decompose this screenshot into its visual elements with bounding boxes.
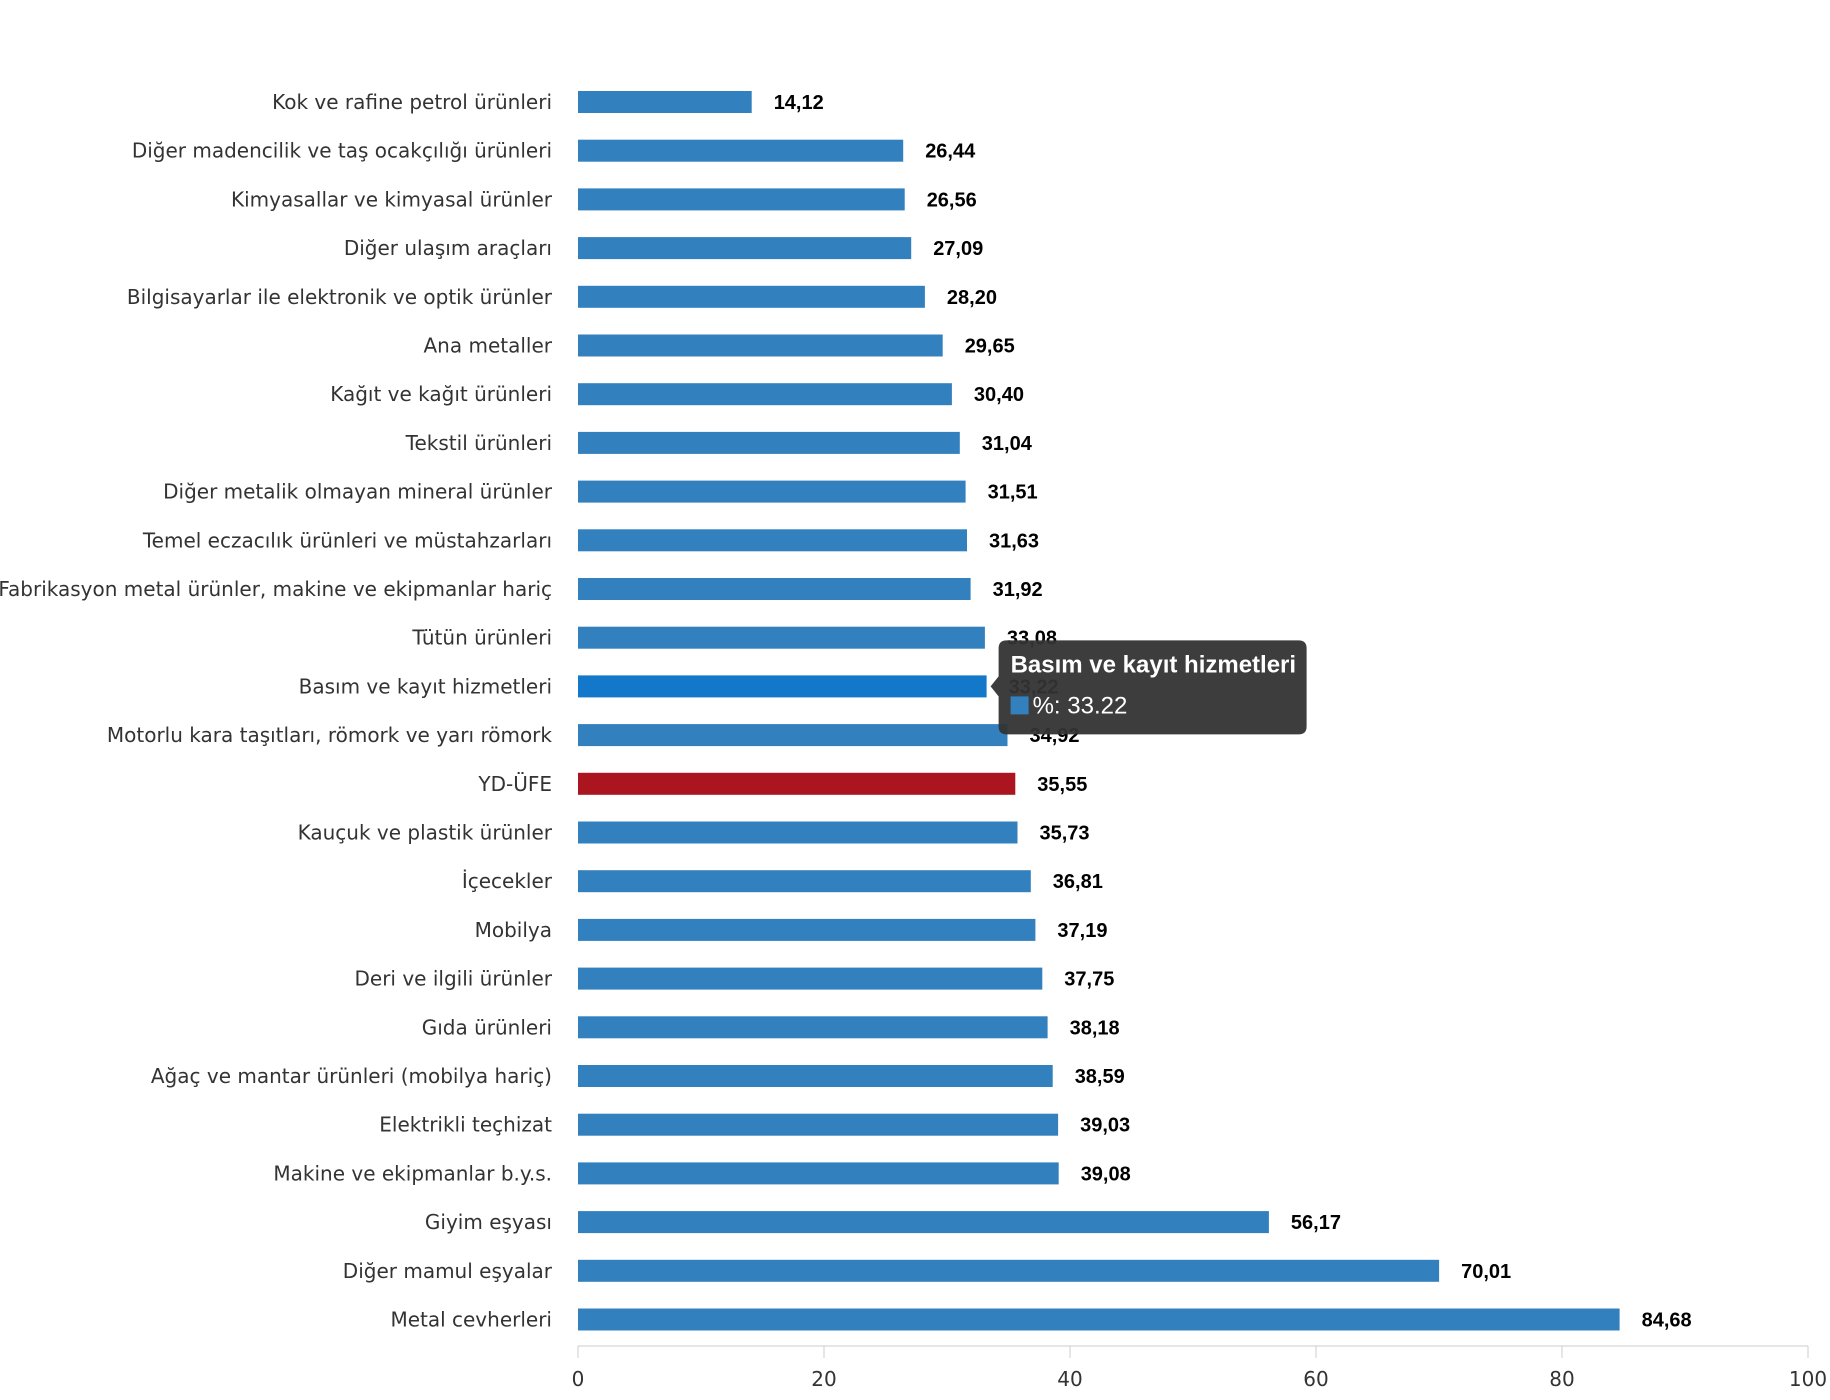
bar-temel-eczacilik-urunleri-ve-mustahzarlari[interactable] bbox=[578, 529, 967, 552]
x-tick-label: 20 bbox=[811, 1367, 836, 1391]
bar-fabrikasyon-metal-urunler-makine-ve-ekipmanlar-haric[interactable] bbox=[578, 578, 971, 600]
category-label-elektrikli-techizat: Elektrikli teçhizat bbox=[379, 1113, 552, 1137]
value-label-metal-cevherleri: 84,68 bbox=[1642, 1310, 1692, 1332]
category-label-ana-metaller: Ana metaller bbox=[424, 334, 553, 358]
value-label-kok-ve-rafine-petrol-urunleri: 14,12 bbox=[774, 92, 824, 114]
category-label-diger-mamul-esyalar: Diğer mamul eşyalar bbox=[343, 1259, 553, 1283]
value-label-temel-eczacilik-urunleri-ve-mustahzarlari: 31,63 bbox=[989, 530, 1039, 552]
category-label-mobilya: Mobilya bbox=[475, 918, 552, 942]
bars-layer bbox=[578, 91, 1620, 1331]
bar-mobilya[interactable] bbox=[578, 918, 1036, 941]
bar-bilgisayarlar-ile-elektronik-ve-optik-urunler[interactable] bbox=[578, 285, 925, 308]
bar-diger-metalik-olmayan-mineral-urunler[interactable] bbox=[578, 480, 966, 503]
value-label-giyim-esyasi: 56,17 bbox=[1291, 1212, 1341, 1234]
tooltip-value: %: 33.22 bbox=[1033, 692, 1128, 719]
category-label-gida-urunleri: Gıda ürünleri bbox=[422, 1015, 552, 1039]
x-tick-label: 60 bbox=[1303, 1367, 1328, 1391]
bar-tutun-urunleri[interactable] bbox=[578, 626, 985, 649]
bar-kimyasallar-ve-kimyasal-urunler[interactable] bbox=[578, 188, 905, 211]
bar-diger-ulasim-araclari[interactable] bbox=[578, 237, 912, 260]
category-label-tutun-urunleri: Tütün ürünleri bbox=[411, 626, 552, 650]
x-tick-label: 40 bbox=[1057, 1367, 1082, 1391]
tooltip: Basım ve kayıt hizmetleri %: 33.22 bbox=[990, 640, 1307, 735]
value-label-diger-metalik-olmayan-mineral-urunler: 31,51 bbox=[988, 482, 1038, 504]
value-label-diger-mamul-esyalar: 70,01 bbox=[1461, 1261, 1511, 1283]
category-label-diger-metalik-olmayan-mineral-urunler: Diğer metalik olmayan mineral ürünler bbox=[163, 480, 553, 504]
category-label-deri-ve-ilgili-urunler: Deri ve ilgili ürünler bbox=[354, 967, 552, 991]
value-label-kimyasallar-ve-kimyasal-urunler: 26,56 bbox=[927, 189, 977, 211]
value-label-makine-ve-ekipmanlar-b-y-s: 39,08 bbox=[1081, 1163, 1131, 1185]
bar-kagit-ve-kagit-urunleri[interactable] bbox=[578, 383, 952, 406]
bar-kok-ve-rafine-petrol-urunleri[interactable] bbox=[578, 91, 752, 113]
category-label-basim-ve-kayit-hizmetleri: Basım ve kayıt hizmetleri bbox=[299, 674, 552, 698]
value-label-kagit-ve-kagit-urunleri: 30,40 bbox=[974, 384, 1024, 406]
category-label-makine-ve-ekipmanlar-b-y-s: Makine ve ekipmanlar b.y.s. bbox=[273, 1161, 552, 1185]
value-label-kaucuk-ve-plastik-urunler: 35,73 bbox=[1040, 823, 1090, 845]
category-label-kagit-ve-kagit-urunleri: Kağıt ve kağıt ürünleri bbox=[330, 382, 552, 406]
category-label-motorlu-kara-tasitlari-romork-ve-yari-romork: Motorlu kara taşıtları, römork ve yarı r… bbox=[107, 723, 553, 747]
value-label-icecekler: 36,81 bbox=[1053, 871, 1103, 893]
tooltip-series-swatch bbox=[1010, 696, 1029, 715]
bar-agac-ve-mantar-urunleri-mobilya-haric[interactable] bbox=[578, 1065, 1053, 1087]
tooltip-box bbox=[990, 640, 1307, 735]
bar-yd-ufe[interactable] bbox=[578, 772, 1016, 795]
value-labels: 14,12 26,44 26,56 27,09 28,20 29,65 30,40 31,04… bbox=[774, 92, 1692, 1332]
bar-diger-madencilik-ve-tas-ocakciligi-urunleri[interactable] bbox=[578, 139, 904, 162]
category-label-diger-ulasim-araclari: Diğer ulaşım araçları bbox=[344, 236, 552, 260]
bar-motorlu-kara-tasitlari-romork-ve-yari-romork[interactable] bbox=[578, 724, 1008, 747]
value-label-tekstil-urunleri: 31,04 bbox=[982, 433, 1033, 455]
bar-deri-ve-ilgili-urunler[interactable] bbox=[578, 967, 1043, 990]
value-label-agac-ve-mantar-urunleri-mobilya-haric: 38,59 bbox=[1075, 1066, 1125, 1088]
category-labels: Kok ve rafine petrol ürünleri Diğer maden… bbox=[0, 90, 553, 1332]
x-tick-label: 100 bbox=[1789, 1367, 1827, 1391]
x-axis-ticks: 0 20 40 60 80 100 bbox=[572, 1346, 1827, 1391]
value-label-fabrikasyon-metal-urunler-makine-ve-ekipmanlar-haric: 31,92 bbox=[993, 579, 1043, 601]
value-label-diger-ulasim-araclari: 27,09 bbox=[933, 238, 983, 260]
category-label-fabrikasyon-metal-urunler-makine-ve-ekipmanlar-haric: Fabrikasyon metal ürünler, makine ve eki… bbox=[0, 577, 552, 601]
bar-icecekler[interactable] bbox=[578, 870, 1031, 893]
bar-diger-mamul-esyalar[interactable] bbox=[578, 1259, 1440, 1282]
category-label-diger-madencilik-ve-tas-ocakciligi-urunleri: Diğer madencilik ve taş ocakçılığı ürünl… bbox=[132, 139, 552, 163]
category-label-kaucuk-ve-plastik-urunler: Kauçuk ve plastik ürünler bbox=[298, 821, 553, 845]
value-label-deri-ve-ilgili-urunler: 37,75 bbox=[1064, 969, 1114, 991]
category-label-temel-eczacilik-urunleri-ve-mustahzarlari: Temel eczacılık ürünleri ve müstahzarlar… bbox=[142, 528, 552, 552]
tooltip-title: Basım ve kayıt hizmetleri bbox=[1011, 651, 1296, 678]
bar-tekstil-urunleri[interactable] bbox=[578, 431, 960, 454]
x-tick-label: 0 bbox=[572, 1367, 585, 1391]
value-label-elektrikli-techizat: 39,03 bbox=[1080, 1115, 1130, 1137]
bar-basim-ve-kayit-hizmetleri[interactable] bbox=[578, 675, 987, 698]
value-label-bilgisayarlar-ile-elektronik-ve-optik-urunler: 28,20 bbox=[947, 287, 997, 309]
bar-ana-metaller[interactable] bbox=[578, 334, 943, 357]
bar-elektrikli-techizat[interactable] bbox=[578, 1113, 1059, 1136]
category-label-tekstil-urunleri: Tekstil ürünleri bbox=[405, 431, 552, 455]
bar-makine-ve-ekipmanlar-b-y-s[interactable] bbox=[578, 1162, 1059, 1185]
bar-kaucuk-ve-plastik-urunler[interactable] bbox=[578, 821, 1018, 844]
category-label-bilgisayarlar-ile-elektronik-ve-optik-urunler: Bilgisayarlar ile elektronik ve optik ür… bbox=[127, 285, 553, 309]
x-tick-label: 80 bbox=[1549, 1367, 1574, 1391]
value-label-ana-metaller: 29,65 bbox=[965, 336, 1015, 358]
category-label-giyim-esyasi: Giyim eşyası bbox=[425, 1210, 552, 1234]
category-label-agac-ve-mantar-urunleri-mobilya-haric: Ağaç ve mantar ürünleri (mobilya hariç) bbox=[151, 1064, 552, 1088]
bar-gida-urunleri[interactable] bbox=[578, 1016, 1048, 1039]
category-label-icecekler: İçecekler bbox=[462, 869, 553, 893]
category-label-metal-cevherleri: Metal cevherleri bbox=[390, 1308, 552, 1332]
value-label-mobilya: 37,19 bbox=[1057, 920, 1107, 942]
category-label-kok-ve-rafine-petrol-urunleri: Kok ve rafine petrol ürünleri bbox=[272, 90, 552, 114]
category-label-yd-ufe: YD-ÜFE bbox=[477, 772, 552, 796]
value-label-diger-madencilik-ve-tas-ocakciligi-urunleri: 26,44 bbox=[925, 141, 976, 163]
category-label-kimyasallar-ve-kimyasal-urunler: Kimyasallar ve kimyasal ürünler bbox=[231, 187, 553, 211]
value-label-yd-ufe: 35,55 bbox=[1037, 774, 1087, 796]
bar-metal-cevherleri[interactable] bbox=[578, 1308, 1620, 1331]
bar-giyim-esyasi[interactable] bbox=[578, 1211, 1269, 1234]
value-label-gida-urunleri: 38,18 bbox=[1070, 1017, 1120, 1039]
